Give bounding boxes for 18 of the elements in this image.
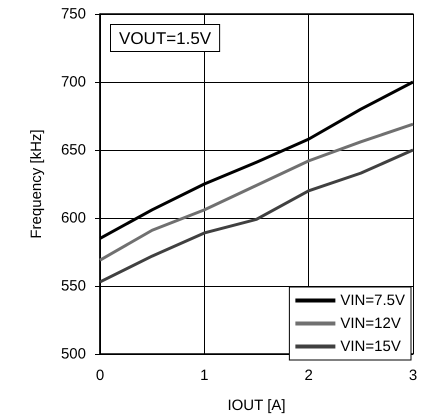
x-tick-label: 3 [408, 367, 418, 384]
y-tick-label: 550 [60, 278, 86, 294]
x-tick-label: 2 [304, 367, 313, 384]
x-tick-label: 1 [200, 367, 209, 384]
legend-label: VIN=7.5V [340, 292, 406, 309]
y-tick-label: 650 [60, 142, 86, 158]
y-axis-title: Frequency [kHz] [28, 129, 45, 239]
y-tick-label: 750 [60, 6, 86, 22]
annotation: VOUT=1.5V [119, 29, 212, 48]
y-tick-label: 700 [60, 74, 86, 90]
line-series [98, 148, 414, 284]
y-tick-label: 500 [60, 346, 86, 362]
legend-label: VIN=12V [340, 315, 401, 332]
x-axis-title: IOUT [A] [227, 397, 286, 414]
y-tick-label: 600 [60, 210, 86, 226]
legend-label: VIN=15V [340, 338, 401, 355]
line-series [98, 122, 414, 262]
x-tick-label: 0 [96, 367, 104, 384]
